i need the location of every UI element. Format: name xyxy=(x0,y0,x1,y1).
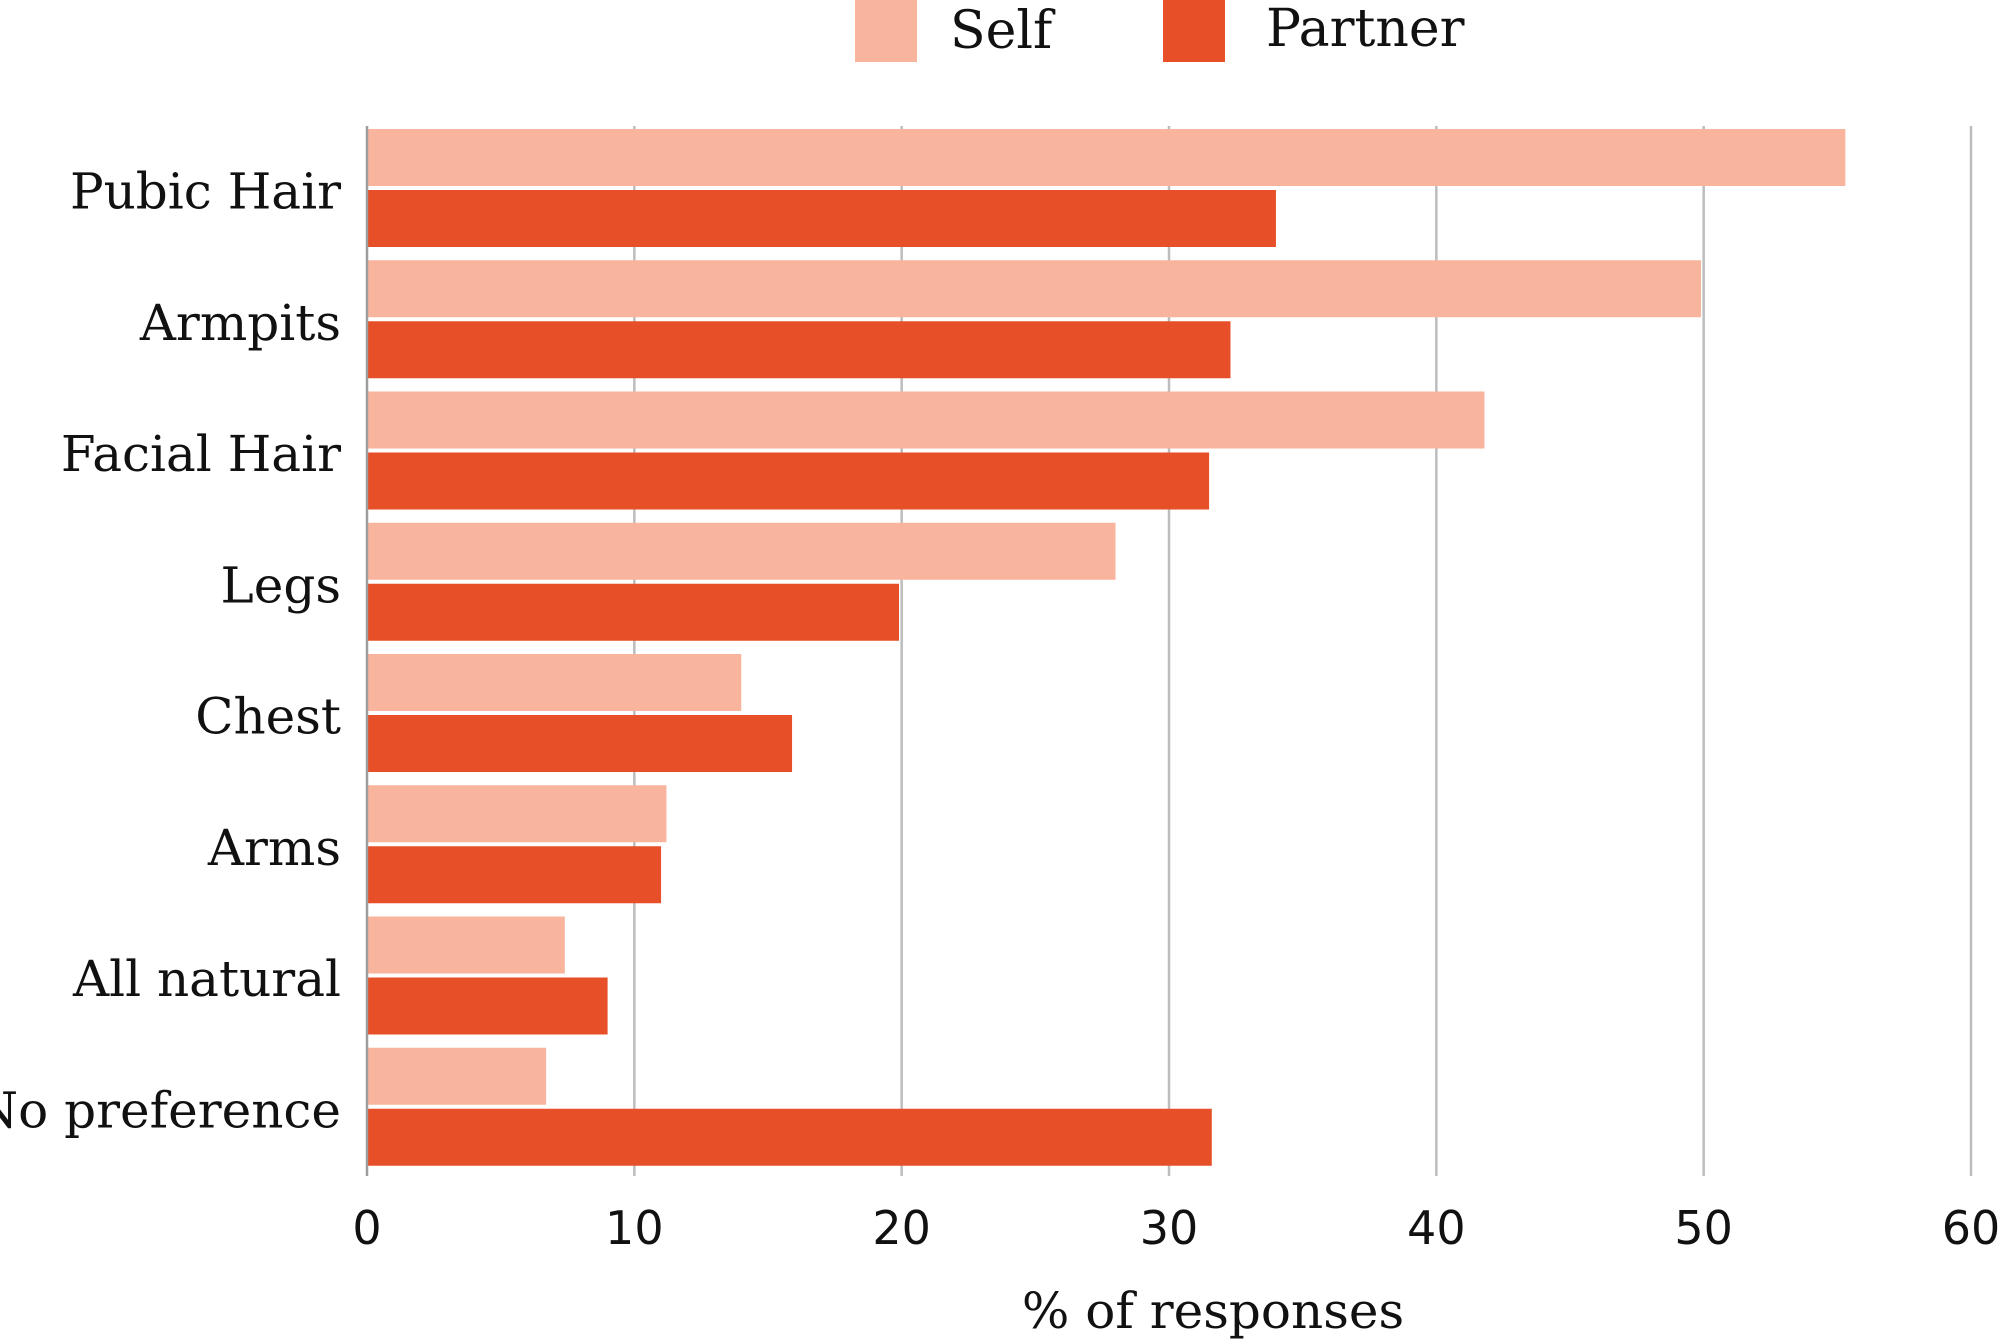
bar-partner-facial-hair xyxy=(367,452,1210,510)
x-tick-label: 0 xyxy=(352,1201,381,1255)
bar-self-no-preference xyxy=(367,1047,547,1105)
x-axis-title: % of responses xyxy=(1022,1282,1404,1340)
category-label: Armpits xyxy=(139,294,341,352)
bar-partner-legs xyxy=(367,583,899,641)
x-tick-label: 60 xyxy=(1942,1201,2000,1255)
bar-self-all-natural xyxy=(367,916,565,974)
bar-partner-armpits xyxy=(367,321,1231,379)
bar-self-chest xyxy=(367,654,742,711)
x-tick-labels: 0 10 20 30 40 50 60 xyxy=(352,1201,2000,1255)
bar-self-legs xyxy=(367,522,1116,580)
legend-swatch-partner xyxy=(1163,0,1225,62)
x-tick-label: 50 xyxy=(1674,1201,1733,1255)
x-tick-label: 20 xyxy=(872,1201,931,1255)
x-tick-label: 30 xyxy=(1140,1201,1199,1255)
legend-label-partner: Partner xyxy=(1266,0,1465,59)
bars xyxy=(367,129,1846,1166)
bar-partner-chest xyxy=(367,715,793,772)
x-tick-label: 10 xyxy=(605,1201,664,1255)
category-label: Legs xyxy=(221,556,341,614)
category-label: Arms xyxy=(207,819,341,877)
x-tick-label: 40 xyxy=(1407,1201,1466,1255)
category-label: Pubic Hair xyxy=(70,163,341,221)
legend-swatch-self xyxy=(855,0,917,62)
bar-partner-pubic-hair xyxy=(367,190,1276,247)
bar-partner-no-preference xyxy=(367,1108,1212,1166)
category-label: All natural xyxy=(72,950,341,1008)
bar-self-arms xyxy=(367,785,667,843)
category-label: Chest xyxy=(195,688,341,746)
legend-label-self: Self xyxy=(950,1,1056,61)
bar-partner-arms xyxy=(367,846,662,904)
category-label: No preference xyxy=(0,1081,341,1139)
bar-self-pubic-hair xyxy=(367,129,1846,186)
bar-partner-all-natural xyxy=(367,977,608,1035)
category-label: Facial Hair xyxy=(61,425,341,483)
bar-self-facial-hair xyxy=(367,391,1485,449)
category-labels: Pubic Hair Armpits Facial Hair Legs Chest Arm… xyxy=(0,163,341,1140)
bar-self-armpits xyxy=(367,260,1701,318)
legend: Self Partner xyxy=(855,0,1465,62)
